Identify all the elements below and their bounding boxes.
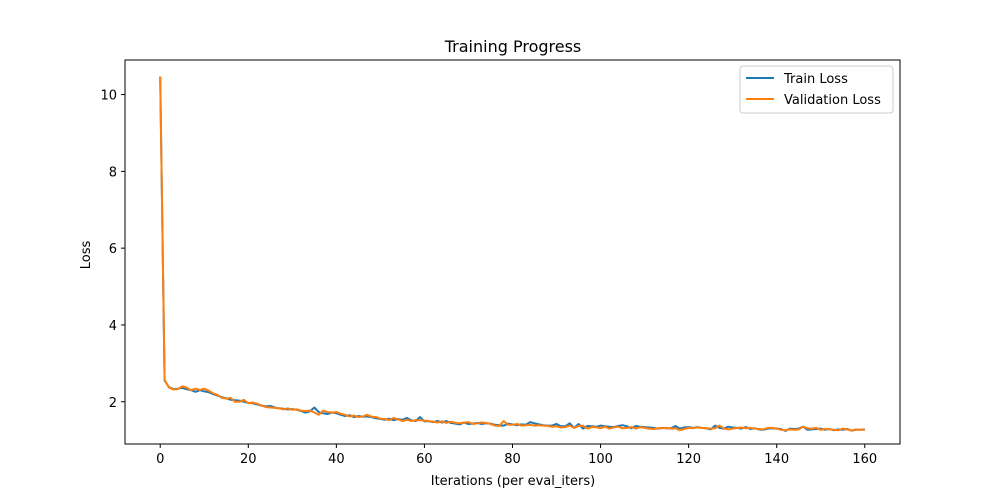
x-tick-label: 40 [328,452,345,467]
plot-area [159,76,865,432]
series-line-validation-loss [159,76,865,432]
axes: 0 20 40 60 80 100 120 140 160 2 4 6 8 10 [100,59,901,467]
y-tick-label: 6 [109,242,117,257]
y-tick-label: 2 [109,396,117,411]
x-tick-label: 20 [240,452,257,467]
legend-label-train-loss: Train Loss [783,72,848,87]
y-axis-title: Loss [79,241,94,270]
legend-label-validation-loss: Validation Loss [784,93,881,108]
chart-title: Training Progress [444,37,582,56]
x-tick-label: 100 [588,452,613,467]
y-tick-label: 10 [100,89,117,104]
x-tick-label: 80 [504,452,521,467]
y-tick-label: 4 [109,319,117,334]
legend-frame [739,65,894,114]
legend: Train Loss Validation Loss [739,65,894,114]
x-tick-label: 0 [156,452,164,467]
y-tick-label: 8 [109,165,117,180]
x-tick-label: 120 [676,452,701,467]
x-tick-label: 160 [852,452,877,467]
x-tick-label: 140 [764,452,789,467]
x-axis-title: Iterations (per eval_iters) [431,474,596,489]
x-tick-label: 60 [416,452,433,467]
